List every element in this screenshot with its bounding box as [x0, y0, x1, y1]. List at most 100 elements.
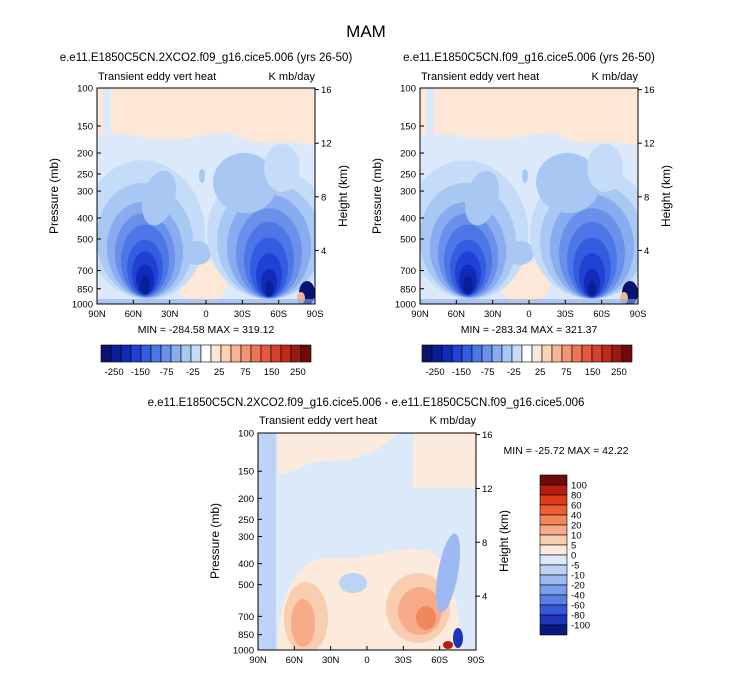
colorbar-swatch — [120, 344, 132, 363]
panel-right-label-bottom: K mb/day — [430, 415, 477, 427]
colorbar-swatch — [539, 594, 568, 606]
colorbar-swatch — [130, 344, 142, 363]
diff-warm-sh-core — [416, 606, 436, 630]
field-stripe — [103, 88, 111, 148]
colorbar-label: -100 — [571, 621, 590, 632]
field-stripe — [426, 88, 434, 148]
colorbar-swatch — [539, 474, 568, 486]
field-peach-upper — [97, 88, 315, 146]
colorbar-label: 100 — [571, 481, 587, 492]
latitude-tick-label: 60N — [286, 655, 304, 666]
colorbar-top-right: -250 -150 -75 -25 25 75 150 250 — [421, 344, 633, 378]
height-tick-label: 4 — [321, 246, 326, 257]
colorbar-label: -250 — [426, 367, 445, 378]
height-tick-label: 4 — [644, 246, 649, 257]
stats-top-right: MIN = -283.34 MAX = 321.37 — [461, 324, 598, 336]
height-tick-label: 16 — [644, 85, 655, 96]
pressure-tick-label: 1000 — [395, 300, 416, 311]
pressure-tick-label: 700 — [238, 612, 254, 623]
colorbar-label: 60 — [571, 501, 582, 512]
colorbar-label: 250 — [290, 367, 306, 378]
latitude-tick-label: 30N — [322, 655, 340, 666]
latitude-tick-label: 90N — [411, 309, 429, 320]
colorbar-top-left: -250 -150 -75 -25 25 75 150 250 — [100, 344, 312, 378]
colorbar-swatch — [539, 624, 568, 636]
mid-patch — [522, 169, 528, 183]
panel-left-label-bottom: Transient eddy vert heat — [259, 415, 377, 427]
colorbar-label: -150 — [131, 367, 150, 378]
pressure-tick-label: 200 — [238, 494, 254, 505]
colorbar-swatch — [539, 504, 568, 516]
diff-peach-top — [278, 433, 398, 474]
colorbar-swatch — [611, 344, 623, 363]
colorbar-label: -75 — [481, 367, 495, 378]
colorbar-swatch — [140, 344, 152, 363]
diff-neutral-mid — [356, 614, 380, 642]
sh-upper-cap — [587, 144, 623, 192]
contour-plot-bottom — [258, 433, 476, 650]
pressure-tick-label: 500 — [77, 234, 93, 245]
colorbar-swatch — [441, 344, 453, 363]
colorbar-swatch — [150, 344, 162, 363]
colorbar-swatch — [230, 344, 242, 363]
colorbar-label: -5 — [571, 561, 579, 572]
latitude-tick-label: 90S — [468, 655, 485, 666]
colorbar-swatch — [539, 574, 568, 586]
latitude-tick-label: 60N — [125, 309, 143, 320]
panel-right-label-top-left: K mb/day — [269, 71, 316, 83]
colorbar-label: -25 — [186, 367, 200, 378]
colorbar-label: -40 — [571, 591, 585, 602]
latitude-tick-label: 0 — [203, 309, 208, 320]
pressure-tick-label: 400 — [400, 214, 416, 225]
axes-top-left: 100 150 200 250 300 400 500 700 850 1000 4 8 12 16 90N… — [72, 84, 332, 321]
colorbar-swatch — [481, 344, 493, 363]
latitude-tick-label: 30S — [395, 655, 412, 666]
diff-polar-blue — [453, 628, 463, 648]
diff-polar-red — [443, 641, 453, 649]
colorbar-label: 75 — [240, 367, 251, 378]
sh-upper-lobe — [536, 152, 600, 214]
latitude-tick-label: 30S — [557, 309, 574, 320]
panel-title-top-right: e.e11.E1850C5CN.f09_g16.cice5.006 (yrs 2… — [403, 52, 655, 64]
pressure-tick-label: 850 — [238, 630, 254, 641]
colorbar-swatch — [431, 344, 443, 363]
colorbar-swatch — [539, 524, 568, 536]
latitude-tick-label: 60S — [431, 655, 448, 666]
diff-cool-mid — [339, 573, 367, 593]
colorbar-swatch — [160, 344, 172, 363]
colorbar-swatch — [561, 344, 573, 363]
colorbar-swatch — [539, 604, 568, 616]
latitude-tick-label: 90S — [630, 309, 647, 320]
colorbar-swatch — [300, 344, 312, 363]
latitude-tick-label: 30S — [234, 309, 251, 320]
colorbar-label: 40 — [571, 511, 582, 522]
height-tick-label: 16 — [321, 85, 332, 96]
colorbar-label: 250 — [611, 367, 627, 378]
diff-left-strip — [258, 433, 276, 650]
pressure-tick-label: 500 — [238, 580, 254, 591]
colorbar-swatch — [290, 344, 302, 363]
colorbar-label: 150 — [264, 367, 280, 378]
height-tick-label: 12 — [482, 484, 493, 495]
colorbar-swatch — [190, 344, 202, 363]
colorbar-swatch — [501, 344, 513, 363]
pressure-tick-label: 200 — [400, 149, 416, 160]
diff-warm-nh-core — [291, 599, 315, 647]
colorbar-swatch — [551, 344, 563, 363]
colorbar-swatch — [200, 344, 212, 363]
latitude-tick-label: 60S — [270, 309, 287, 320]
colorbar-label: 150 — [585, 367, 601, 378]
mid-patch — [199, 169, 205, 183]
pressure-tick-label: 850 — [400, 284, 416, 295]
latitude-tick-label: 30N — [161, 309, 179, 320]
colorbar-swatch — [250, 344, 262, 363]
colorbar-swatch — [471, 344, 483, 363]
panel-title-bottom: e.e11.E1850C5CN.2XCO2.f09_g16.cice5.006 … — [148, 397, 585, 409]
pressure-tick-label: 200 — [77, 149, 93, 160]
nh-tongue — [141, 170, 177, 226]
colorbar-label: 0 — [571, 551, 576, 562]
colorbar-swatch — [541, 344, 553, 363]
contour-plot-top-right — [420, 88, 638, 304]
latitude-tick-label: 90N — [249, 655, 267, 666]
